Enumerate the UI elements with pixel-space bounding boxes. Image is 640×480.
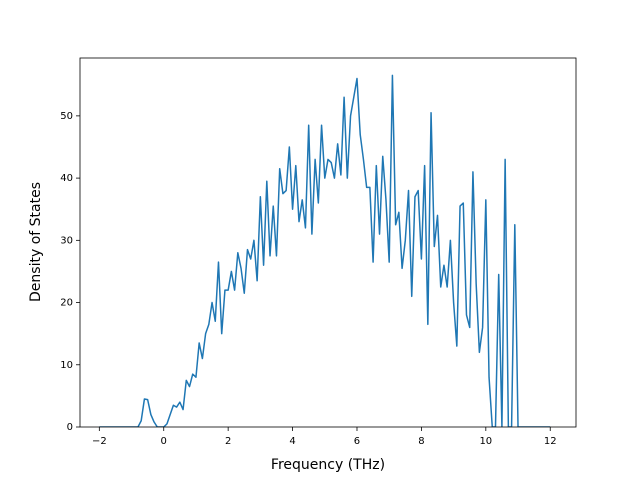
x-tick-label: 12: [544, 436, 557, 447]
x-axis-label: Frequency (THz): [271, 457, 385, 473]
series-line: [99, 74, 551, 427]
x-tick-label: 4: [289, 436, 295, 447]
axes-frame: [79, 57, 577, 428]
x-tick-label: 2: [225, 436, 231, 447]
x-tick-label: 10: [479, 436, 492, 447]
x-tick-label: 0: [161, 436, 167, 447]
y-axis-label: Density of States: [28, 182, 44, 302]
x-tick-label: −2: [92, 436, 107, 447]
plot-area: [80, 58, 576, 427]
y-tick-label: 20: [60, 298, 73, 309]
y-tick-label: 0: [67, 422, 73, 433]
y-tick-label: 40: [60, 173, 73, 184]
y-tick-label: 10: [60, 360, 73, 371]
y-tick-label: 30: [60, 235, 73, 246]
x-tick-label: 6: [354, 436, 360, 447]
y-tick-label: 50: [60, 111, 73, 122]
x-tick-label: 8: [418, 436, 424, 447]
